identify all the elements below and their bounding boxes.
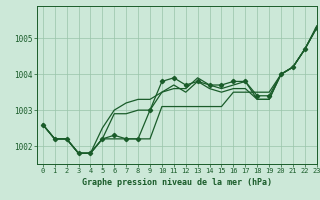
X-axis label: Graphe pression niveau de la mer (hPa): Graphe pression niveau de la mer (hPa) [82,178,272,187]
